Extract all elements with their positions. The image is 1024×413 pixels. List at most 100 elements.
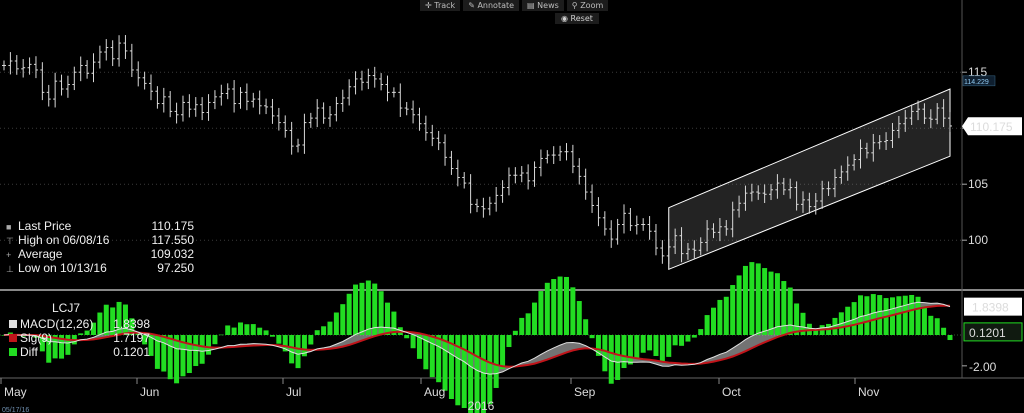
- price-bar: [206, 94, 211, 121]
- diff-bar: [506, 335, 512, 348]
- diff-bar: [346, 293, 352, 335]
- diff-bar: [704, 315, 710, 335]
- diff-bar: [225, 325, 231, 335]
- diff-bar: [480, 335, 486, 413]
- annotate-button[interactable]: ✎ Annotate: [463, 0, 520, 11]
- diff-bar: [947, 335, 953, 341]
- price-bar: [129, 43, 134, 78]
- price-bar: [168, 91, 173, 118]
- reset-button[interactable]: ◉ Reset: [555, 13, 599, 24]
- price-bar: [935, 103, 940, 125]
- track-label: Track: [434, 1, 456, 10]
- price-bar: [737, 195, 742, 218]
- price-bar: [149, 74, 154, 101]
- price-bar: [545, 150, 550, 164]
- price-bar: [296, 138, 301, 153]
- price-bar: [372, 66, 377, 88]
- diff-bar: [576, 301, 582, 335]
- diff-bar: [858, 295, 864, 335]
- price-bar: [161, 87, 166, 113]
- diff-bar: [238, 322, 243, 335]
- diff-bar: [730, 285, 736, 335]
- reset-label: Reset: [570, 14, 593, 23]
- price-bar: [187, 94, 192, 118]
- diff-bar: [889, 297, 895, 335]
- price-bar: [730, 201, 735, 238]
- diff-bar: [640, 335, 646, 353]
- diff-bar: [551, 279, 557, 335]
- macd-value-tag: 1.8398: [972, 301, 1009, 315]
- month-label: Oct: [722, 385, 741, 399]
- price-bar: [475, 198, 479, 213]
- diff-bar: [749, 262, 755, 335]
- price-bar: [679, 227, 684, 263]
- price-bar: [660, 240, 665, 264]
- diff-bar: [167, 335, 173, 380]
- price-bar: [948, 112, 952, 132]
- price-bar: [602, 211, 607, 236]
- price-bar: [922, 103, 927, 125]
- diff-bar: [468, 335, 474, 413]
- diff-bar: [896, 296, 902, 335]
- price-bar: [411, 100, 416, 124]
- price-bar: [85, 60, 90, 79]
- price-bar: [570, 144, 575, 174]
- diff-bar: [794, 303, 800, 335]
- diff-bar: [135, 332, 141, 335]
- price-bar: [909, 104, 914, 125]
- macd-legend-value: 1.8398: [113, 317, 150, 331]
- price-bar: [864, 142, 869, 159]
- price-bar: [59, 74, 64, 96]
- diff-bar: [691, 335, 697, 338]
- diff-bar: [314, 330, 320, 335]
- diff-bar: [142, 335, 148, 345]
- price-bar: [916, 100, 921, 121]
- diff-bar: [365, 280, 371, 335]
- diff-bar: [359, 282, 365, 335]
- diff-bar: [934, 318, 940, 335]
- diff-bar: [52, 335, 58, 359]
- price-bar: [385, 75, 390, 102]
- price-bar: [110, 40, 115, 67]
- price-bar: [276, 107, 281, 131]
- price-bar: [436, 130, 441, 151]
- chart-toolbar: ✛ Track ✎ Annotate ▤ News ⚲ Zoom: [420, 0, 609, 11]
- zoom-button[interactable]: ⚲ Zoom: [566, 0, 609, 11]
- price-bar: [538, 149, 543, 177]
- diff-bar: [206, 335, 212, 355]
- macd-legend-swatch: [9, 348, 17, 356]
- price-bar: [289, 121, 294, 155]
- diff-bar: [723, 296, 729, 335]
- diff-bar: [621, 335, 627, 369]
- price-bar: [97, 45, 102, 69]
- diff-bar: [410, 335, 416, 349]
- macd-ticker: LCJ7: [52, 301, 80, 315]
- price-bar: [244, 83, 249, 111]
- diff-bar: [487, 335, 493, 405]
- price-bar: [180, 95, 185, 122]
- price-bar: [794, 181, 799, 211]
- diff-bar: [404, 335, 410, 339]
- legend-symbol: ⊤: [6, 236, 14, 246]
- macd-legend-label: Diff: [20, 345, 38, 359]
- diff-bar: [116, 301, 122, 335]
- price-bar: [264, 98, 269, 115]
- diff-bar: [129, 318, 135, 335]
- diff-bar: [461, 335, 467, 408]
- price-bar: [117, 35, 122, 67]
- price-bar: [788, 178, 793, 199]
- diff-bar: [832, 317, 838, 335]
- track-button[interactable]: ✛ Track: [420, 0, 461, 11]
- last-price-tag: 110.175: [970, 120, 1013, 134]
- price-bar: [500, 180, 505, 203]
- price-bar: [685, 242, 690, 260]
- price-bar: [807, 192, 812, 214]
- price-bar: [762, 184, 767, 204]
- price-bar: [283, 115, 288, 138]
- news-button[interactable]: ▤ News: [522, 0, 564, 11]
- price-bar: [800, 191, 805, 213]
- macd-legend-swatch: [9, 334, 17, 342]
- diff-bar: [589, 335, 595, 339]
- price-bar: [104, 39, 109, 61]
- price-bar: [142, 71, 147, 90]
